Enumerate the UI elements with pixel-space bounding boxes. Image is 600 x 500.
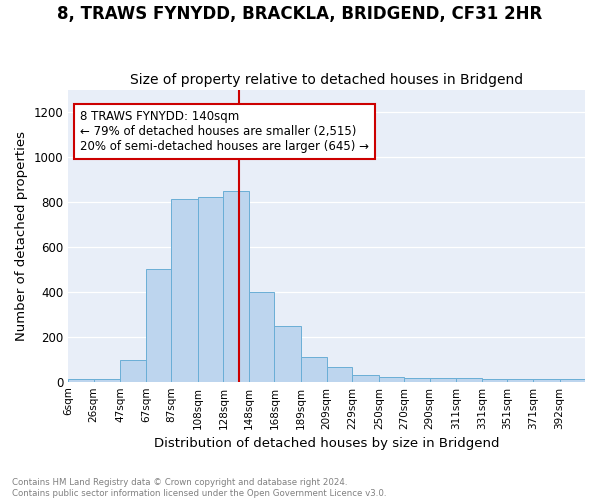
Bar: [379, 377, 404, 382]
Y-axis label: Number of detached properties: Number of detached properties: [15, 130, 28, 340]
Bar: [198, 198, 223, 382]
Bar: [560, 380, 585, 382]
Bar: [146, 270, 171, 382]
Bar: [68, 380, 94, 382]
Bar: [121, 360, 146, 382]
Bar: [404, 378, 430, 382]
Text: Contains HM Land Registry data © Crown copyright and database right 2024.
Contai: Contains HM Land Registry data © Crown c…: [12, 478, 386, 498]
Bar: [430, 378, 457, 382]
Title: Size of property relative to detached houses in Bridgend: Size of property relative to detached ho…: [130, 73, 523, 87]
Bar: [223, 190, 249, 382]
Bar: [94, 380, 121, 382]
Bar: [249, 292, 274, 382]
Bar: [301, 357, 326, 382]
Bar: [352, 375, 379, 382]
Bar: [326, 367, 352, 382]
Bar: [533, 380, 560, 382]
Bar: [171, 198, 198, 382]
X-axis label: Distribution of detached houses by size in Bridgend: Distribution of detached houses by size …: [154, 437, 499, 450]
Text: 8, TRAWS FYNYDD, BRACKLA, BRIDGEND, CF31 2HR: 8, TRAWS FYNYDD, BRACKLA, BRIDGEND, CF31…: [58, 5, 542, 23]
Text: 8 TRAWS FYNYDD: 140sqm
← 79% of detached houses are smaller (2,515)
20% of semi-: 8 TRAWS FYNYDD: 140sqm ← 79% of detached…: [80, 110, 368, 153]
Bar: [508, 380, 533, 382]
Bar: [274, 326, 301, 382]
Bar: [482, 380, 508, 382]
Bar: [457, 378, 482, 382]
